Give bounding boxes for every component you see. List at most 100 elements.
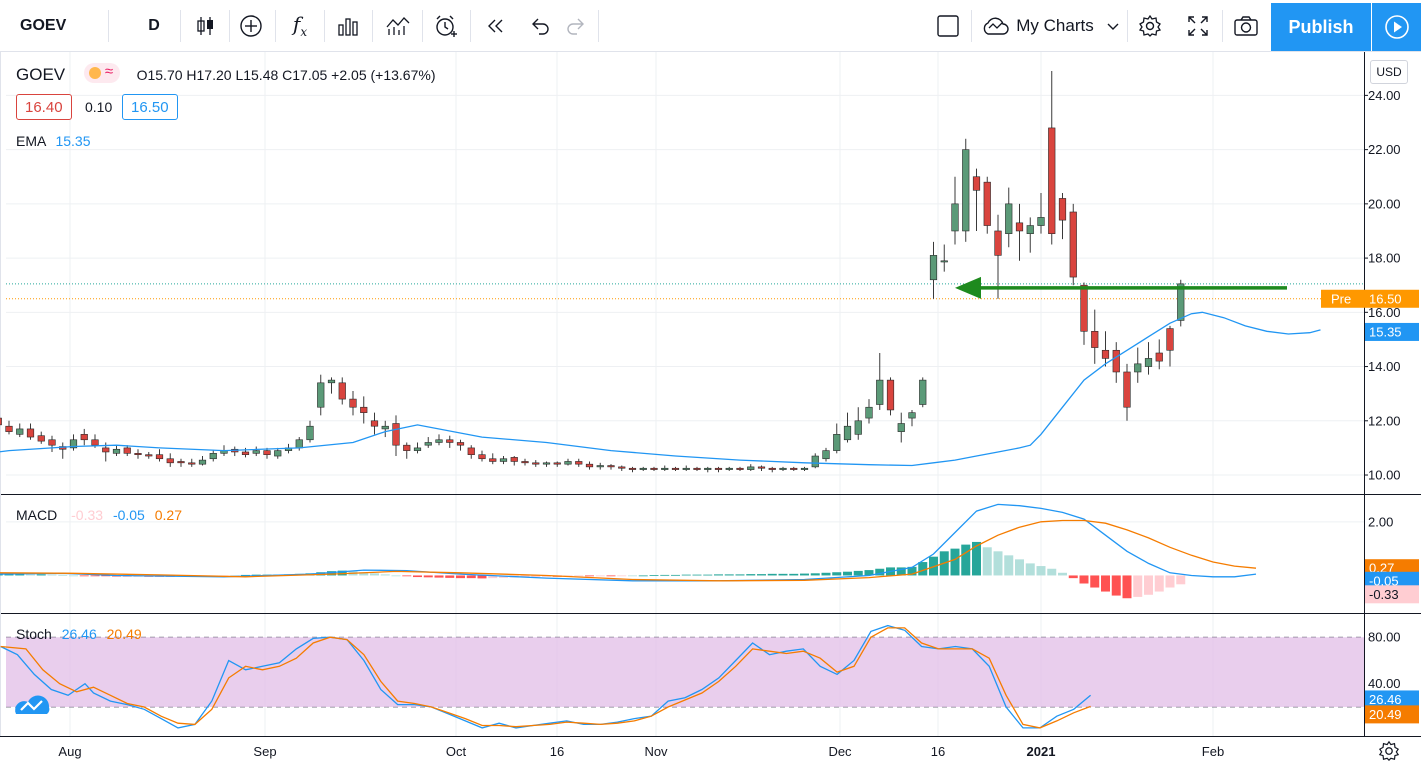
replay-button[interactable] xyxy=(474,0,518,51)
compare-button[interactable] xyxy=(230,0,272,51)
candle-body xyxy=(16,428,24,435)
candle-body xyxy=(403,444,411,451)
candle xyxy=(865,399,873,424)
price-axes: 10.00 12.00 14.00 16.00 18.00 20.00 22.00 24.00… xyxy=(1364,88,1401,691)
candle xyxy=(704,466,712,473)
macd-hist-bar xyxy=(735,574,745,576)
financials-button[interactable] xyxy=(326,0,370,51)
macd-hist-bar xyxy=(574,575,584,577)
candle-body xyxy=(37,435,45,442)
candle xyxy=(306,420,314,443)
candle xyxy=(1091,309,1099,364)
replay-play-button[interactable] xyxy=(1372,3,1421,51)
macd-hist-bar xyxy=(907,566,917,576)
candle xyxy=(800,466,809,471)
ema-label[interactable]: EMA xyxy=(16,133,46,149)
currency-button[interactable]: USD xyxy=(1370,60,1408,84)
candle xyxy=(725,466,733,471)
stoch-tick-label: 80.00 xyxy=(1368,630,1401,645)
candle xyxy=(736,466,744,471)
candle-body xyxy=(381,425,389,430)
pre-badge: Pre 16.50 xyxy=(1321,289,1419,308)
currency-label: USD xyxy=(1376,65,1402,79)
candle-body xyxy=(413,447,422,451)
macd-label[interactable]: MACD xyxy=(16,507,58,523)
candle-body xyxy=(854,420,862,435)
candle xyxy=(693,466,701,471)
top-toolbar: GOEV D fx My Charts xyxy=(0,0,1421,52)
x-tick-label: 16 xyxy=(550,744,564,759)
stoch-label[interactable]: Stoch xyxy=(16,626,52,642)
undo-icon xyxy=(532,18,549,35)
price-tick-label: 16.00 xyxy=(1368,305,1401,320)
time-axis: Aug Sep Oct 16 Nov Dec 16 2021 Feb xyxy=(58,744,1224,759)
macd-hist-bar xyxy=(821,572,831,576)
candle xyxy=(682,465,690,471)
stoch-d-badge: 20.49 xyxy=(1365,705,1419,724)
symbol-search[interactable]: GOEV xyxy=(6,0,88,51)
candle-body xyxy=(263,450,271,455)
candle-body xyxy=(650,467,658,470)
candle xyxy=(274,447,282,459)
candle xyxy=(962,138,970,242)
legend-symbol[interactable]: GOEV xyxy=(16,65,66,84)
stoch-k-badge-bg xyxy=(1365,690,1419,709)
horizontal-arrow-drawing[interactable] xyxy=(955,276,1287,299)
sun-icon xyxy=(88,67,101,79)
candle xyxy=(478,450,486,462)
templates-button[interactable] xyxy=(376,0,420,51)
publish-button[interactable]: Publish xyxy=(1271,3,1371,51)
candle xyxy=(1048,70,1056,245)
candle xyxy=(166,453,174,467)
candle xyxy=(1037,193,1045,234)
macd-hist-bar xyxy=(1111,575,1121,596)
fullscreen-button[interactable] xyxy=(1176,0,1220,51)
candle xyxy=(671,466,680,471)
candle-body xyxy=(661,467,669,470)
candle xyxy=(854,407,862,440)
candle xyxy=(489,453,497,465)
settings-button[interactable] xyxy=(1128,0,1172,51)
interval-label: D xyxy=(148,16,160,34)
macd-hist-bar xyxy=(477,575,487,579)
candle-body xyxy=(252,450,260,454)
alert-button[interactable] xyxy=(424,0,468,51)
candle xyxy=(0,417,2,426)
indicators-button[interactable]: fx xyxy=(278,0,322,51)
bid-box[interactable]: 16.40 xyxy=(16,94,72,120)
candle xyxy=(1005,187,1013,248)
grid-lines xyxy=(6,52,1364,736)
chart-settings-button[interactable] xyxy=(1378,740,1400,762)
tradingview-logo[interactable] xyxy=(12,690,54,718)
fullscreen-mode-button[interactable] xyxy=(926,0,970,51)
undo-button[interactable] xyxy=(520,0,560,51)
macd-tick-label: 2.00 xyxy=(1368,514,1393,529)
candle-body xyxy=(1058,198,1067,221)
bar-style-button[interactable] xyxy=(183,0,227,51)
candle-body xyxy=(1166,328,1174,351)
ask-box[interactable]: 16.50 xyxy=(122,94,178,120)
candle-body xyxy=(26,428,35,438)
candle xyxy=(327,377,336,394)
candle-body xyxy=(671,467,680,470)
candle-body xyxy=(91,439,99,446)
macd-hist-bar xyxy=(79,575,89,577)
candle-body xyxy=(467,447,475,455)
candle-body xyxy=(295,439,303,449)
candle xyxy=(198,456,207,466)
macd-hist-bar xyxy=(1068,575,1078,579)
snapshot-button[interactable] xyxy=(1224,0,1268,51)
my-charts-button[interactable]: My Charts xyxy=(974,0,1126,51)
candle-body xyxy=(1101,349,1110,359)
candle-body xyxy=(499,458,508,462)
candle xyxy=(112,445,121,457)
macd-hist-bar xyxy=(1101,575,1110,592)
macd-signal-line xyxy=(0,519,1257,582)
macd-hist-bar xyxy=(241,574,250,576)
candle xyxy=(1134,347,1142,383)
redo-button[interactable] xyxy=(556,0,596,51)
interval-button[interactable]: D xyxy=(132,0,176,51)
candle-body xyxy=(188,462,196,465)
candle-body xyxy=(1005,203,1013,234)
